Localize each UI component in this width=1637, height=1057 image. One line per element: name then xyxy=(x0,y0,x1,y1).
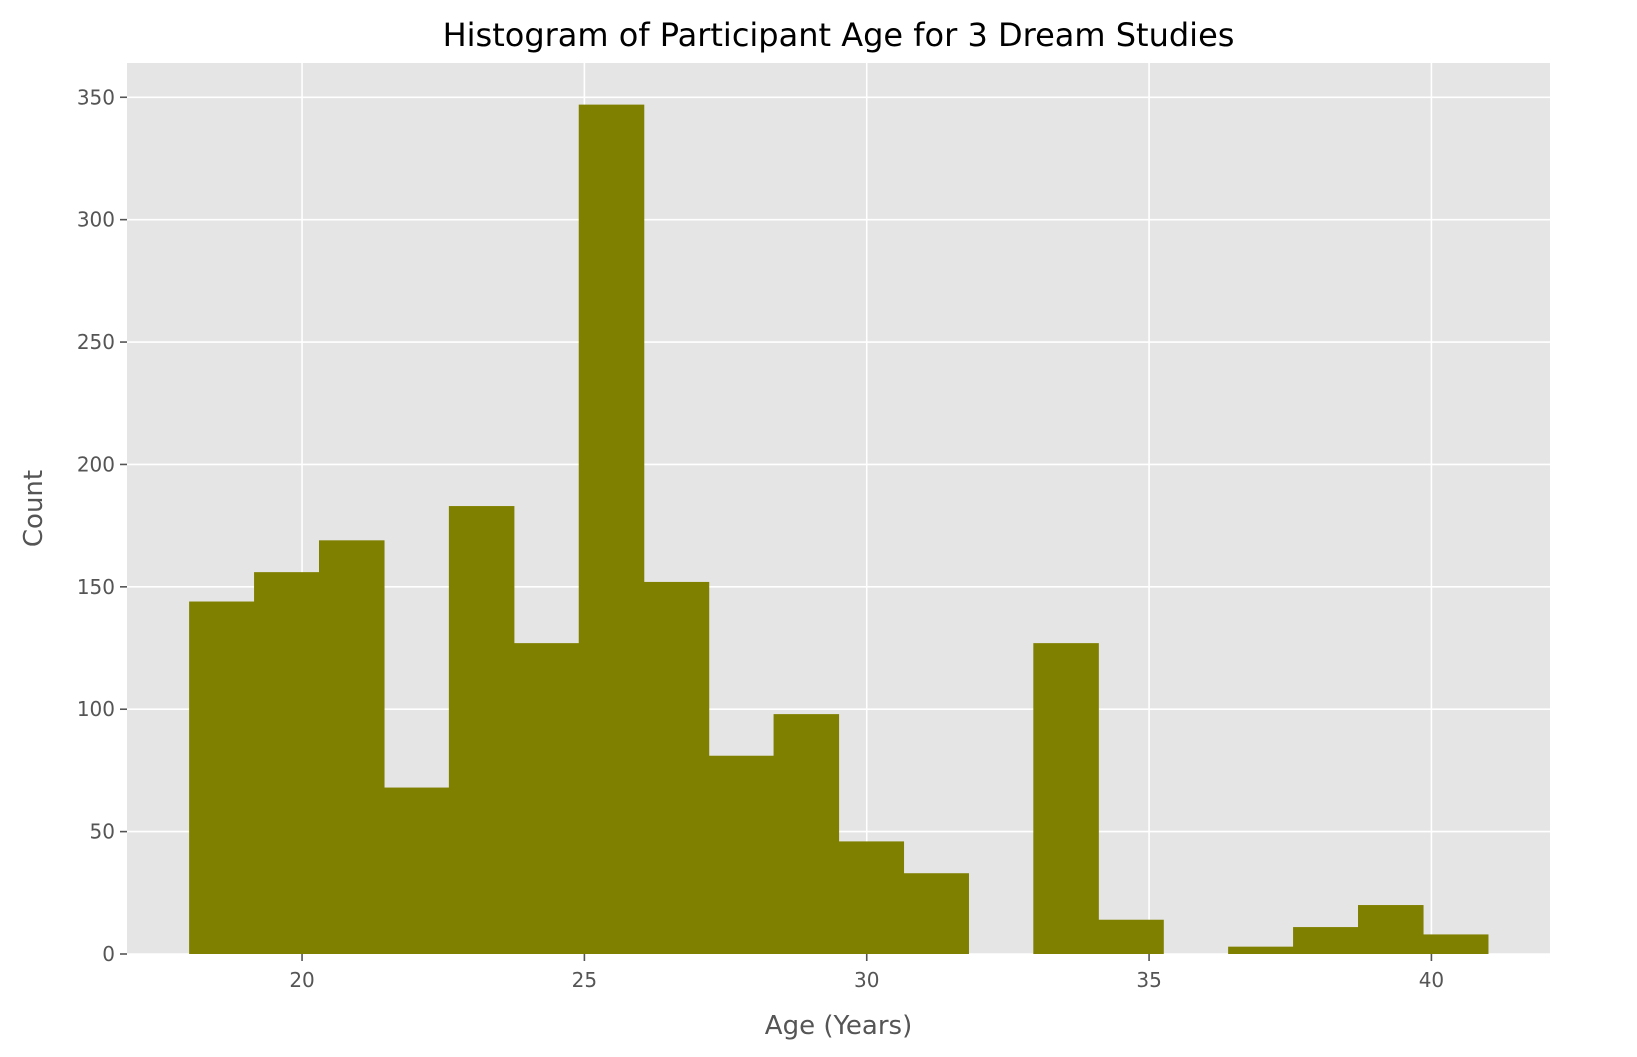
histogram-bar xyxy=(1293,927,1359,954)
histogram-bar xyxy=(1098,919,1164,954)
histogram-bar xyxy=(1033,643,1099,954)
histogram-bar xyxy=(383,787,450,954)
y-tick-label: 0 xyxy=(102,942,115,966)
histogram-bar xyxy=(578,104,645,954)
x-tick-label: 25 xyxy=(572,968,597,992)
histogram-bar xyxy=(189,601,255,954)
x-tick-label: 30 xyxy=(854,968,879,992)
y-tick-label: 350 xyxy=(77,85,115,109)
histogram-bar xyxy=(513,643,580,954)
y-tick-label: 300 xyxy=(77,208,115,232)
histogram-bar xyxy=(254,572,320,954)
histogram-bar xyxy=(1422,934,1489,954)
y-tick-label: 250 xyxy=(77,330,115,354)
histogram-bar xyxy=(448,506,515,954)
x-tick-label: 20 xyxy=(289,968,314,992)
x-axis-label: Age (Years) xyxy=(765,1011,912,1041)
y-tick-label: 100 xyxy=(77,697,115,721)
histogram-bar xyxy=(838,841,905,954)
histogram-bar xyxy=(1358,905,1424,954)
histogram-bar xyxy=(903,873,969,954)
histogram-bar xyxy=(773,714,840,954)
y-tick-label: 150 xyxy=(77,575,115,599)
histogram-bar xyxy=(318,540,385,954)
chart-title: Histogram of Participant Age for 3 Dream… xyxy=(443,16,1235,54)
x-tick-label: 40 xyxy=(1419,968,1444,992)
histogram-bar xyxy=(1228,946,1294,954)
x-tick-label: 35 xyxy=(1136,968,1161,992)
axis-ticks: 0 50 100 150 200 250 300 350 20 25 30 35 40 xyxy=(77,85,1444,992)
histogram-bars xyxy=(189,104,1489,954)
y-axis-label: Count xyxy=(19,470,49,547)
y-tick-label: 200 xyxy=(77,452,115,476)
histogram-bar xyxy=(643,581,710,954)
histogram-bar xyxy=(708,755,775,954)
y-tick-label: 50 xyxy=(90,820,115,844)
